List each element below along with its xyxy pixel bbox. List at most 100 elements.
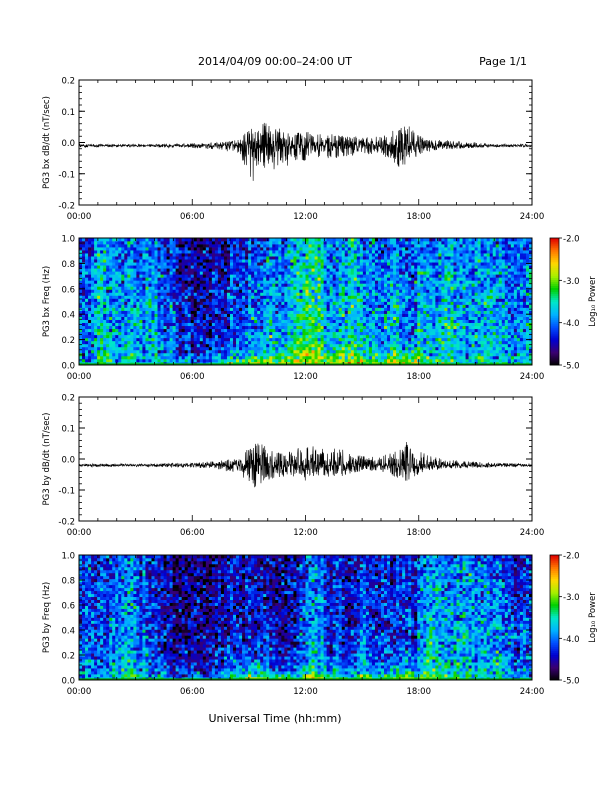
heatmap-cell xyxy=(420,280,424,284)
heatmap-cell xyxy=(226,274,231,278)
heatmap-cell xyxy=(374,304,379,308)
heatmap-cell xyxy=(302,328,306,333)
heatmap-cell xyxy=(296,292,300,296)
heatmap-cell xyxy=(223,304,228,308)
heatmap-cell xyxy=(347,286,352,290)
heatmap-cell xyxy=(124,250,128,254)
heatmap-cell xyxy=(193,310,198,314)
heatmap-cell xyxy=(220,283,225,287)
y-tick-label: 0.1 xyxy=(61,108,75,118)
heatmap-cell xyxy=(136,298,140,302)
heatmap-cell xyxy=(356,262,361,266)
heatmap-cell xyxy=(387,253,391,257)
heatmap-cell xyxy=(217,244,222,248)
heatmap-cell xyxy=(414,346,418,351)
heatmap-cell xyxy=(97,286,101,290)
heatmap-cell xyxy=(365,295,370,299)
heatmap-cell xyxy=(226,322,231,327)
heatmap-cell xyxy=(226,268,231,272)
heatmap-cell xyxy=(296,265,300,269)
heatmap-cell xyxy=(115,316,119,320)
heatmap-cell xyxy=(214,307,219,311)
heatmap-cell xyxy=(181,274,186,278)
heatmap-cell xyxy=(127,337,131,342)
heatmap-cell xyxy=(368,274,373,278)
heatmap-cell xyxy=(251,289,255,293)
heatmap-cell xyxy=(305,247,309,251)
heatmap-cell xyxy=(387,250,391,254)
heatmap-cell xyxy=(374,352,379,357)
heatmap-cell xyxy=(142,304,146,308)
heatmap-cell xyxy=(362,292,367,296)
heatmap-cell xyxy=(97,304,101,308)
heatmap-cell xyxy=(154,310,158,314)
heatmap-cell xyxy=(175,241,180,245)
heatmap-cell xyxy=(320,280,324,284)
heatmap-cell xyxy=(299,274,303,278)
heatmap-cell xyxy=(211,241,216,245)
heatmap-cell xyxy=(133,337,137,342)
heatmap-cell xyxy=(341,268,346,272)
heatmap-cell xyxy=(115,319,119,324)
heatmap-cell xyxy=(148,355,152,360)
heatmap-cell xyxy=(317,298,321,302)
heatmap-cell xyxy=(166,295,170,299)
heatmap-cell xyxy=(148,331,152,336)
heatmap-cell xyxy=(311,271,315,275)
heatmap-cell xyxy=(308,247,312,251)
heatmap-cell xyxy=(91,286,95,290)
heatmap-cell xyxy=(302,322,306,327)
heatmap-cell xyxy=(79,274,83,278)
heatmap-cell xyxy=(344,262,349,266)
heatmap-cell xyxy=(293,283,297,287)
heatmap-cell xyxy=(408,286,412,290)
heatmap-cell xyxy=(362,358,367,363)
heatmap-cell xyxy=(133,253,137,257)
heatmap-cell xyxy=(214,316,219,320)
heatmap-cell xyxy=(178,298,183,302)
heatmap-cell xyxy=(145,238,149,242)
heatmap-cell xyxy=(338,358,343,363)
heatmap-cell xyxy=(320,292,324,296)
heatmap-cell xyxy=(341,331,346,336)
heatmap-cell xyxy=(387,244,391,248)
heatmap-cell xyxy=(257,247,261,251)
heatmap-cell xyxy=(226,238,231,242)
heatmap-cell xyxy=(387,274,391,278)
heatmap-cell xyxy=(142,328,146,333)
heatmap-cell xyxy=(242,334,246,339)
heatmap-cell xyxy=(118,253,122,257)
heatmap-cell xyxy=(242,322,246,327)
heatmap-cell xyxy=(420,340,424,345)
heatmap-cell xyxy=(251,292,255,296)
heatmap-cell xyxy=(426,346,430,351)
heatmap-cell xyxy=(148,241,152,245)
heatmap-cell xyxy=(323,319,327,324)
heatmap-cell xyxy=(220,286,225,290)
heatmap-cell xyxy=(293,316,297,320)
heatmap-cell xyxy=(245,277,249,281)
heatmap-cell xyxy=(353,301,358,305)
heatmap-cell xyxy=(338,316,343,320)
heatmap-cell xyxy=(118,286,122,290)
heatmap-cell xyxy=(94,337,98,342)
heatmap-cell xyxy=(217,331,222,336)
heatmap-cell xyxy=(208,301,213,305)
heatmap-cell xyxy=(414,265,418,269)
heatmap-cell xyxy=(359,325,364,330)
heatmap-cell xyxy=(371,337,376,342)
heatmap-cell xyxy=(396,343,400,348)
heatmap-cell xyxy=(329,292,334,296)
heatmap-cell xyxy=(302,271,306,275)
heatmap-cell xyxy=(390,265,394,269)
heatmap-cell xyxy=(284,238,288,242)
heatmap-cell xyxy=(335,286,340,290)
heatmap-cell xyxy=(130,277,134,281)
heatmap-cell xyxy=(181,328,186,333)
heatmap-cell xyxy=(356,253,361,257)
heatmap-cell xyxy=(124,346,128,351)
heatmap-cell xyxy=(329,259,334,263)
heatmap-cell xyxy=(344,280,349,284)
heatmap-cell xyxy=(329,250,334,254)
heatmap-cell xyxy=(178,313,183,317)
